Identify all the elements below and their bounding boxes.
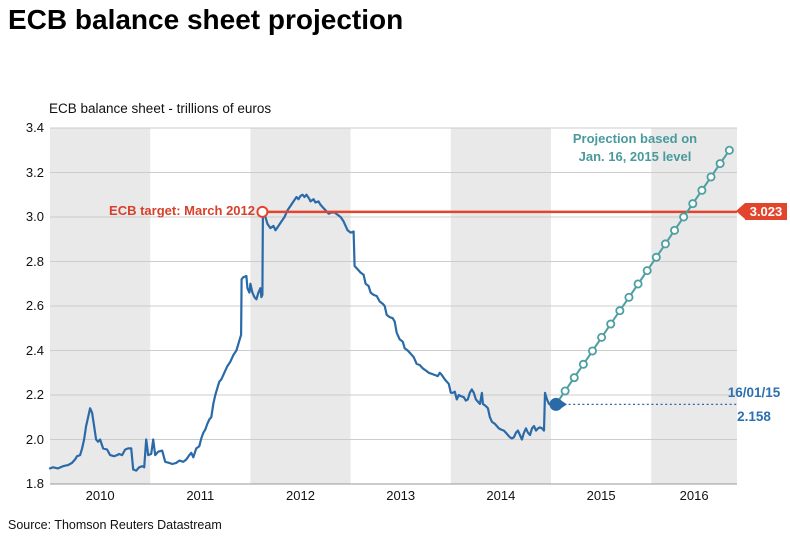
y-axis-label: 2.0 — [25, 431, 44, 447]
y-axis-label: 2.4 — [25, 342, 44, 358]
last-point-date: 16/01/15 — [727, 385, 781, 400]
target-start-marker — [256, 205, 269, 218]
projection-marker — [706, 172, 716, 182]
source-attribution: Source: Thomson Reuters Datastream — [8, 518, 222, 532]
projection-marker — [624, 292, 634, 302]
projection-note-line1: Projection based on — [572, 131, 698, 146]
projection-marker — [597, 332, 607, 342]
x-axis-label: 2010 — [85, 488, 115, 503]
projection-marker — [660, 239, 670, 249]
y-axis-label: 2.2 — [25, 387, 44, 402]
x-axis-label: 2016 — [679, 488, 709, 503]
projection-note-line2: Jan. 16, 2015 level — [578, 149, 692, 164]
historical-line — [48, 193, 558, 472]
y-axis-label: 2.8 — [25, 253, 44, 269]
y-axis-label: 3.0 — [25, 209, 44, 224]
x-axis-label: 2014 — [486, 488, 516, 503]
target-badge-arrow-icon — [736, 203, 745, 219]
projection-marker — [578, 359, 588, 369]
projection-marker — [715, 159, 725, 169]
last-point-annotation: 16/01/15 2.158 — [718, 381, 790, 429]
projection-marker — [633, 279, 643, 289]
projection-marker — [615, 306, 625, 316]
projection-marker — [697, 185, 707, 195]
x-axis-label: 2015 — [586, 488, 616, 503]
projection-marker — [569, 373, 579, 383]
y-axis-label: 1.8 — [25, 476, 44, 491]
page-title: ECB balance sheet projection — [8, 4, 404, 35]
projection-marker — [560, 386, 570, 396]
x-axis-label: 2011 — [186, 488, 215, 503]
projection-marker — [688, 199, 698, 209]
x-axis-label: 2013 — [386, 488, 416, 503]
last-point-dot — [549, 397, 563, 411]
y-axis-label: 3.4 — [25, 120, 44, 135]
projection-marker — [587, 346, 597, 356]
projection-marker — [679, 212, 689, 222]
x-axis-label: 2012 — [286, 488, 315, 503]
chart-subtitle: ECB balance sheet - trillions of euros — [49, 101, 272, 116]
projection-marker — [651, 252, 661, 262]
target-value-badge: 3.023 — [745, 203, 787, 220]
projection-marker — [642, 266, 652, 276]
y-axis-label: 3.2 — [25, 164, 44, 180]
last-point-value: 2.158 — [737, 409, 771, 424]
projection-marker — [724, 145, 734, 155]
ecb-target-annotation: ECB target: March 2012 — [109, 203, 255, 218]
projection-note: Projection based on Jan. 16, 2015 level — [545, 130, 725, 166]
y-axis-label: 2.6 — [25, 298, 44, 313]
projection-marker — [606, 319, 616, 329]
projection-marker — [670, 225, 680, 235]
